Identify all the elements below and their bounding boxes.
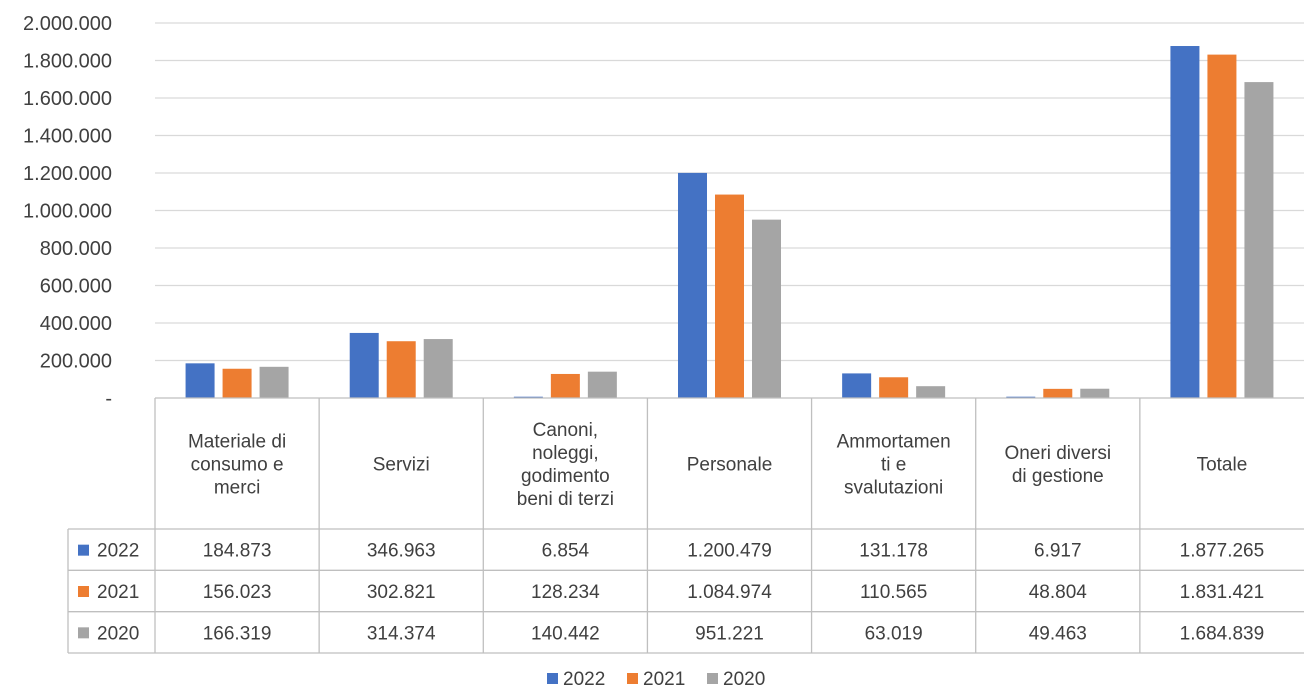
bar-2021 bbox=[550, 373, 580, 398]
category-label: Canoni, bbox=[533, 420, 599, 441]
legend-label: 2022 bbox=[563, 669, 605, 690]
bar-2021 bbox=[386, 341, 416, 398]
category-label: godimento bbox=[521, 466, 610, 487]
data-label: 49.463 bbox=[1029, 623, 1087, 644]
data-label: 156.023 bbox=[203, 582, 272, 603]
data-label: 1.877.265 bbox=[1180, 541, 1265, 562]
data-label: 302.821 bbox=[367, 582, 436, 603]
category-label: Totale bbox=[1197, 455, 1248, 476]
legend-key bbox=[707, 673, 718, 684]
data-label: 131.178 bbox=[859, 541, 928, 562]
bar-2020 bbox=[752, 219, 781, 398]
y-tick-label: 1.800.000 bbox=[23, 51, 112, 73]
category-label: Personale bbox=[687, 455, 773, 476]
bar-2021 bbox=[1043, 388, 1073, 398]
data-label: 951.221 bbox=[695, 623, 764, 644]
category-label: merci bbox=[214, 478, 260, 499]
bar-2022 bbox=[349, 332, 379, 398]
category-label: Oneri diversi bbox=[1004, 443, 1111, 464]
y-tick-label: 200.000 bbox=[40, 351, 112, 373]
legend: 2022 2021 2020 bbox=[547, 669, 765, 690]
bar-2020 bbox=[423, 339, 453, 398]
bar-2022 bbox=[842, 373, 872, 398]
legend-key bbox=[627, 673, 638, 684]
table-legend-key bbox=[78, 586, 89, 597]
category-label: Servizi bbox=[373, 455, 430, 476]
bars bbox=[185, 46, 1274, 399]
category-label: Materiale di bbox=[188, 432, 286, 453]
bar-2021 bbox=[222, 368, 252, 398]
legend-label: 2021 bbox=[643, 669, 685, 690]
y-tick-label: - bbox=[105, 388, 112, 410]
y-tick-label: 800.000 bbox=[40, 238, 112, 260]
bar-2021 bbox=[879, 377, 909, 398]
bar-2022 bbox=[1170, 46, 1200, 398]
category-label: beni di terzi bbox=[517, 489, 614, 510]
data-label: 48.804 bbox=[1029, 582, 1088, 603]
category-label: di gestione bbox=[1012, 466, 1104, 487]
data-label: 1.831.421 bbox=[1180, 582, 1265, 603]
data-label: 6.917 bbox=[1034, 541, 1082, 562]
data-label: 63.019 bbox=[865, 623, 923, 644]
category-label: noleggi, bbox=[532, 443, 599, 464]
data-label: 346.963 bbox=[367, 541, 436, 562]
category-label: Ammortamen bbox=[837, 432, 951, 453]
table-series-name: 2021 bbox=[97, 582, 139, 603]
bar-2020 bbox=[259, 366, 289, 398]
bar-2021 bbox=[715, 194, 744, 398]
data-label: 314.374 bbox=[367, 623, 436, 644]
data-label: 166.319 bbox=[203, 623, 272, 644]
data-label: 110.565 bbox=[860, 582, 927, 603]
bar-2020 bbox=[1080, 388, 1110, 398]
data-label: 140.442 bbox=[531, 623, 600, 644]
bar-2020 bbox=[916, 386, 946, 398]
legend-key bbox=[547, 673, 558, 684]
bar-2020 bbox=[1244, 82, 1274, 399]
table-legend-key bbox=[78, 544, 89, 556]
bar-2022 bbox=[185, 363, 215, 398]
bar-2020 bbox=[587, 371, 617, 398]
table-series-name: 2020 bbox=[97, 623, 139, 644]
y-tick-label: 1.400.000 bbox=[23, 126, 112, 148]
y-tick-label: 1.000.000 bbox=[23, 201, 112, 223]
category-label: ti e bbox=[881, 455, 906, 476]
category-label: svalutazioni bbox=[844, 478, 943, 499]
y-tick-label: 400.000 bbox=[40, 313, 112, 335]
data-label: 1.200.479 bbox=[687, 541, 772, 562]
y-axis-tick-labels: - 200.000 400.000 600.000 800.000 1.000.000 1.… bbox=[23, 13, 112, 410]
category-label: consumo e bbox=[191, 455, 284, 476]
y-tick-label: 1.200.000 bbox=[23, 163, 112, 185]
data-label: 128.234 bbox=[531, 582, 600, 603]
legend-label: 2020 bbox=[723, 669, 765, 690]
bar-2022 bbox=[678, 172, 707, 398]
data-label: 1.684.839 bbox=[1180, 623, 1265, 644]
y-tick-label: 600.000 bbox=[40, 276, 112, 298]
bar-2021 bbox=[1207, 54, 1237, 399]
table-legend-key bbox=[78, 627, 89, 639]
data-label: 184.873 bbox=[203, 541, 272, 562]
y-tick-label: 2.000.000 bbox=[23, 13, 112, 35]
data-label: 6.854 bbox=[542, 541, 590, 562]
y-tick-label: 1.600.000 bbox=[23, 88, 112, 110]
table-series-name: 2022 bbox=[97, 541, 139, 562]
data-label: 1.084.974 bbox=[687, 582, 772, 603]
